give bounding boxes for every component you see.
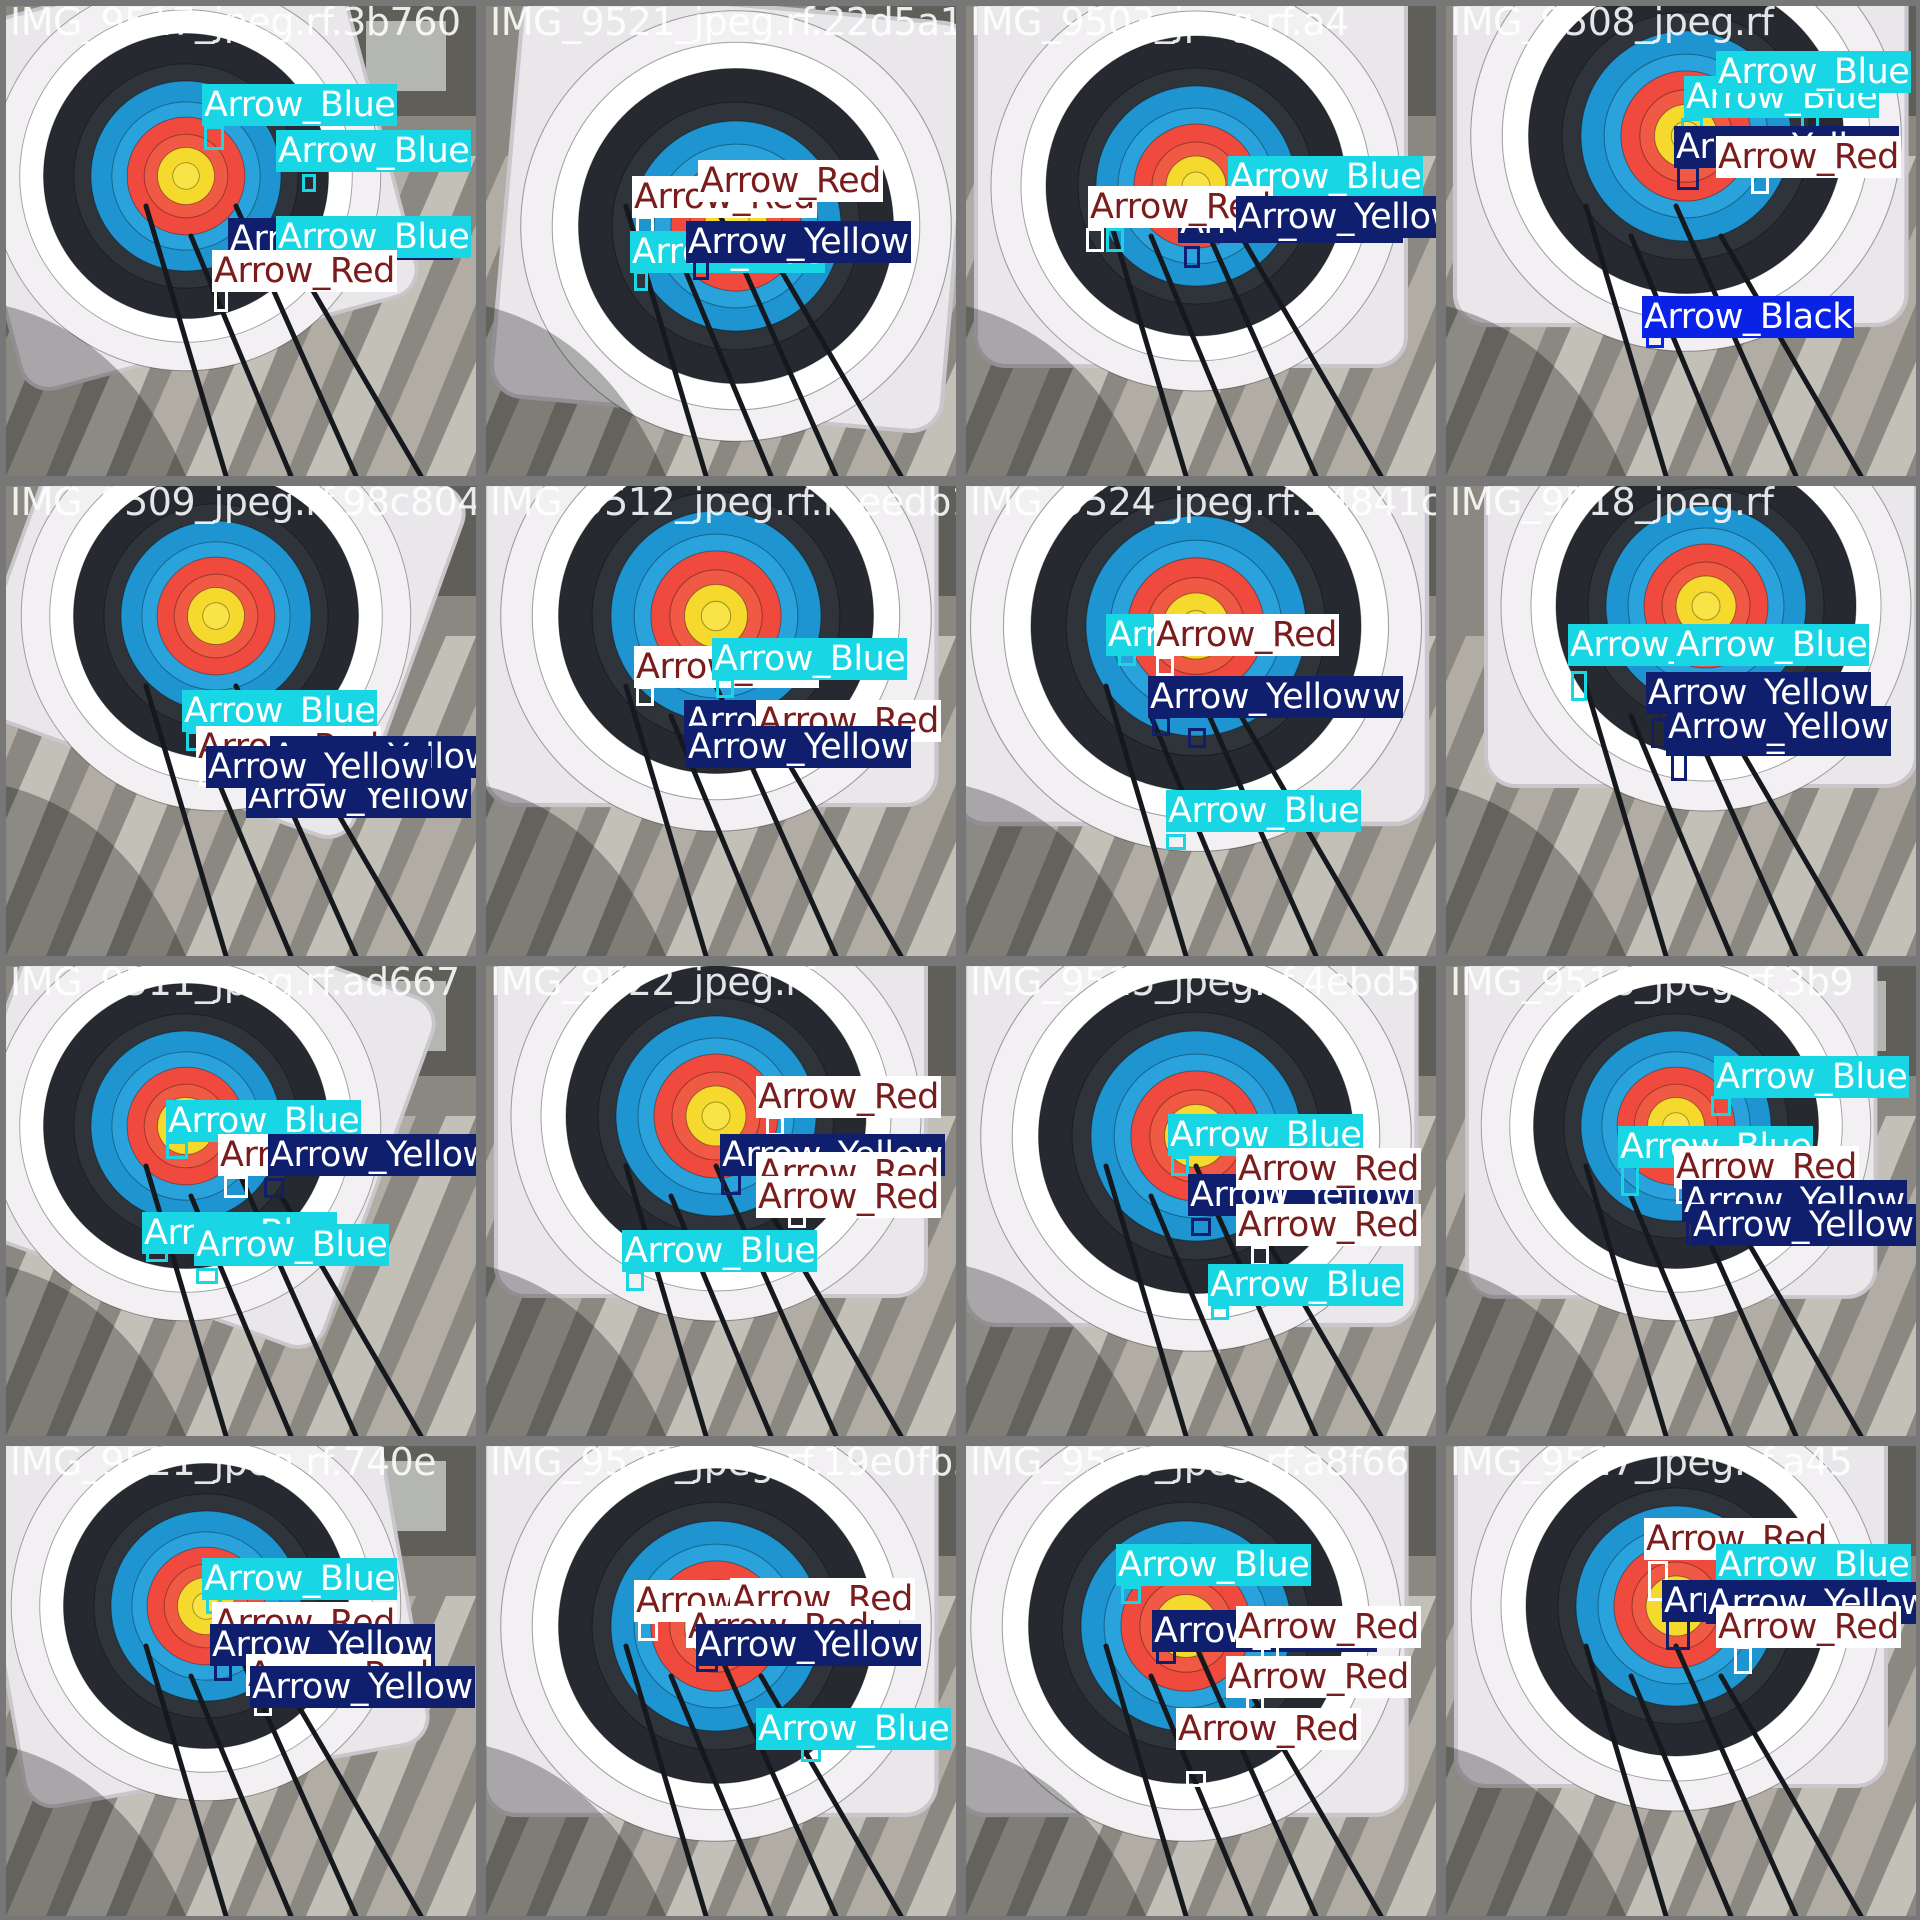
detection-box [1121,1586,1141,1604]
detection-label: Arrow_Yellow [1691,1204,1916,1246]
detection-label: Arrow_Red [698,160,883,202]
detection-label: Arrow_Yellow [1666,706,1891,748]
detection-label: Arrow_Blue [622,1230,818,1272]
detection-label: Arrow_Blue [182,690,378,732]
detection-box [1191,1218,1211,1236]
detection-box [1711,1096,1731,1116]
detection-label: Arrow_Yellow [268,1134,476,1176]
image-tile: IMG_9521_jpeg.rf.22d5a1f8 Arrow_Red Arrow_… [486,6,956,476]
detection-label: Arrow_Blue [1208,1264,1404,1306]
image-tile: IMG_9518_jpeg.rf Arrow_Blue Arrow_Blue Arro… [1446,486,1916,956]
detection-box [1666,1618,1690,1650]
image-tile: IMG_9509_jpeg.rf.98c804Arrow_BlueArrow_R… [6,486,476,956]
detection-label: Arrow_Blue [756,1708,952,1750]
detection-label: Arrow_Yellow [250,1666,475,1708]
detection-box [264,1178,284,1198]
detection-box [1677,166,1699,190]
detection-label: Arrow_Yellow [686,221,911,263]
detection-label: Arrow_Blue [1674,624,1870,666]
archery-target-photo [6,966,476,1436]
detection-label: Arrow_Black [1642,296,1855,338]
detection-label: Arrow_Yellow [686,726,911,768]
detection-box [626,1271,644,1291]
image-tile: IMG_9517_jpeg.rf.3b760 Arrow_Blue Arrow_Bl… [6,6,476,476]
detection-label: Arrow_Blue [1116,1544,1312,1586]
detection-box [1188,728,1206,748]
detection-label: Arrow_Blue [202,84,398,126]
detection-label: Arrow_Yellow [206,746,431,788]
image-tile: IMG_9527_jpeg.rf.a45 Arrow_Red Arrow_Blue A… [1446,1446,1916,1916]
detection-box [1734,1646,1752,1674]
detection-box [1166,834,1186,850]
detection-box [1251,1246,1269,1266]
image-tile: IMG_9515_jpeg.rf.4ebd5 Arrow_Blue Arrow_Ye… [966,966,1436,1436]
detection-box [1186,1771,1206,1787]
detection-label: Arrow_Red [756,1176,941,1218]
detection-label: Arrow_Blue [276,130,472,172]
detection-label: Arrow_Blue [1166,790,1362,832]
detection-box [1571,671,1587,701]
detection-label: Arrow_Yellow [1148,676,1373,718]
detection-label: Arrow_Yellow [1236,196,1436,238]
detection-label: Arrow_Red [1716,1606,1901,1648]
detection-box [634,271,648,291]
detection-label: Arrow_Red [1226,1656,1411,1698]
image-tile: IMG_9511_jpeg.rf.ad667Arrow_BlueArrow_Re… [6,966,476,1436]
detection-box [716,678,734,698]
detection-box [693,260,709,280]
image-tile: IMG_9522_jpeg.rfArrow_RedArrow_YellowArr… [486,966,956,1436]
detection-label: Arrow_Red [1236,1606,1421,1648]
detection-box [766,1116,784,1136]
image-tile: IMG_9512_jpeg.rf.faeedb1feArrow_RedArrow… [486,486,956,956]
detection-label: Arrow_Red [1236,1204,1421,1246]
detection-box [196,1268,218,1284]
detection-box [1106,228,1124,252]
detection-box [1184,246,1200,268]
image-tile: IMG_9524_jpeg.rf.14841cArrow_BlueArrow_R… [966,486,1436,956]
detection-box [166,1141,188,1159]
image-tile: IMG_9508_jpeg.rf Arrow_Blue Arrow_Blue Arro… [1446,6,1916,476]
image-tile: IMG_9516_jpeg.rf.3b9Arrow_BlueArrow_Blue… [1446,966,1916,1436]
detection-box [204,126,224,150]
detection-box [1211,1306,1229,1320]
detection-box [1086,228,1104,252]
detection-label: Arrow_Blue [1714,1056,1910,1098]
detection-box [1651,718,1667,748]
detection-label: Arrow_Red [212,250,397,292]
image-tile: IMG_9503_jpeg.rf.a4Arrow_BlueArrow_BlueA… [966,6,1436,476]
image-tile: IMG_9521_jpeg.rf.740e Arrow_Blue Arrow_Red… [6,1446,476,1916]
detection-label: Arrow_Red [1716,136,1901,178]
archery-target-photo [966,486,1436,956]
detection-label: Arrow_Red [1176,1708,1361,1750]
detection-label: Arrow_Blue [1716,1544,1912,1586]
detection-label: Arrow_Yellow [696,1624,921,1666]
image-tile: IMG_9526_jpeg.rf.a8f66Arrow_BlueArrow_Ye… [966,1446,1436,1916]
detection-label: Arrow_Blue [1716,51,1912,93]
detection-label: Arrow_Red [1154,614,1339,656]
archery-target-photo [486,1446,956,1916]
detection-label: Arrow_Blue [712,638,908,680]
detection-box [1156,656,1174,676]
detection-box [1152,716,1170,736]
detection-label: Arrow_Red [756,1076,941,1118]
detection-box [636,686,654,706]
archery-target-photo [1446,1446,1916,1916]
detection-box [224,1176,248,1198]
image-tile: IMG_9528_jpeg.rf.19e0fb3a Arrow_Red Arrow_… [486,1446,956,1916]
detection-box [638,1621,658,1641]
detection-label: Arrow_Blue [202,1558,398,1600]
detection-label: Arrow_Blue [194,1224,390,1266]
detection-box [302,174,316,192]
detection-label: Arrow_Red [1236,1148,1421,1190]
detection-box [1171,1156,1189,1176]
